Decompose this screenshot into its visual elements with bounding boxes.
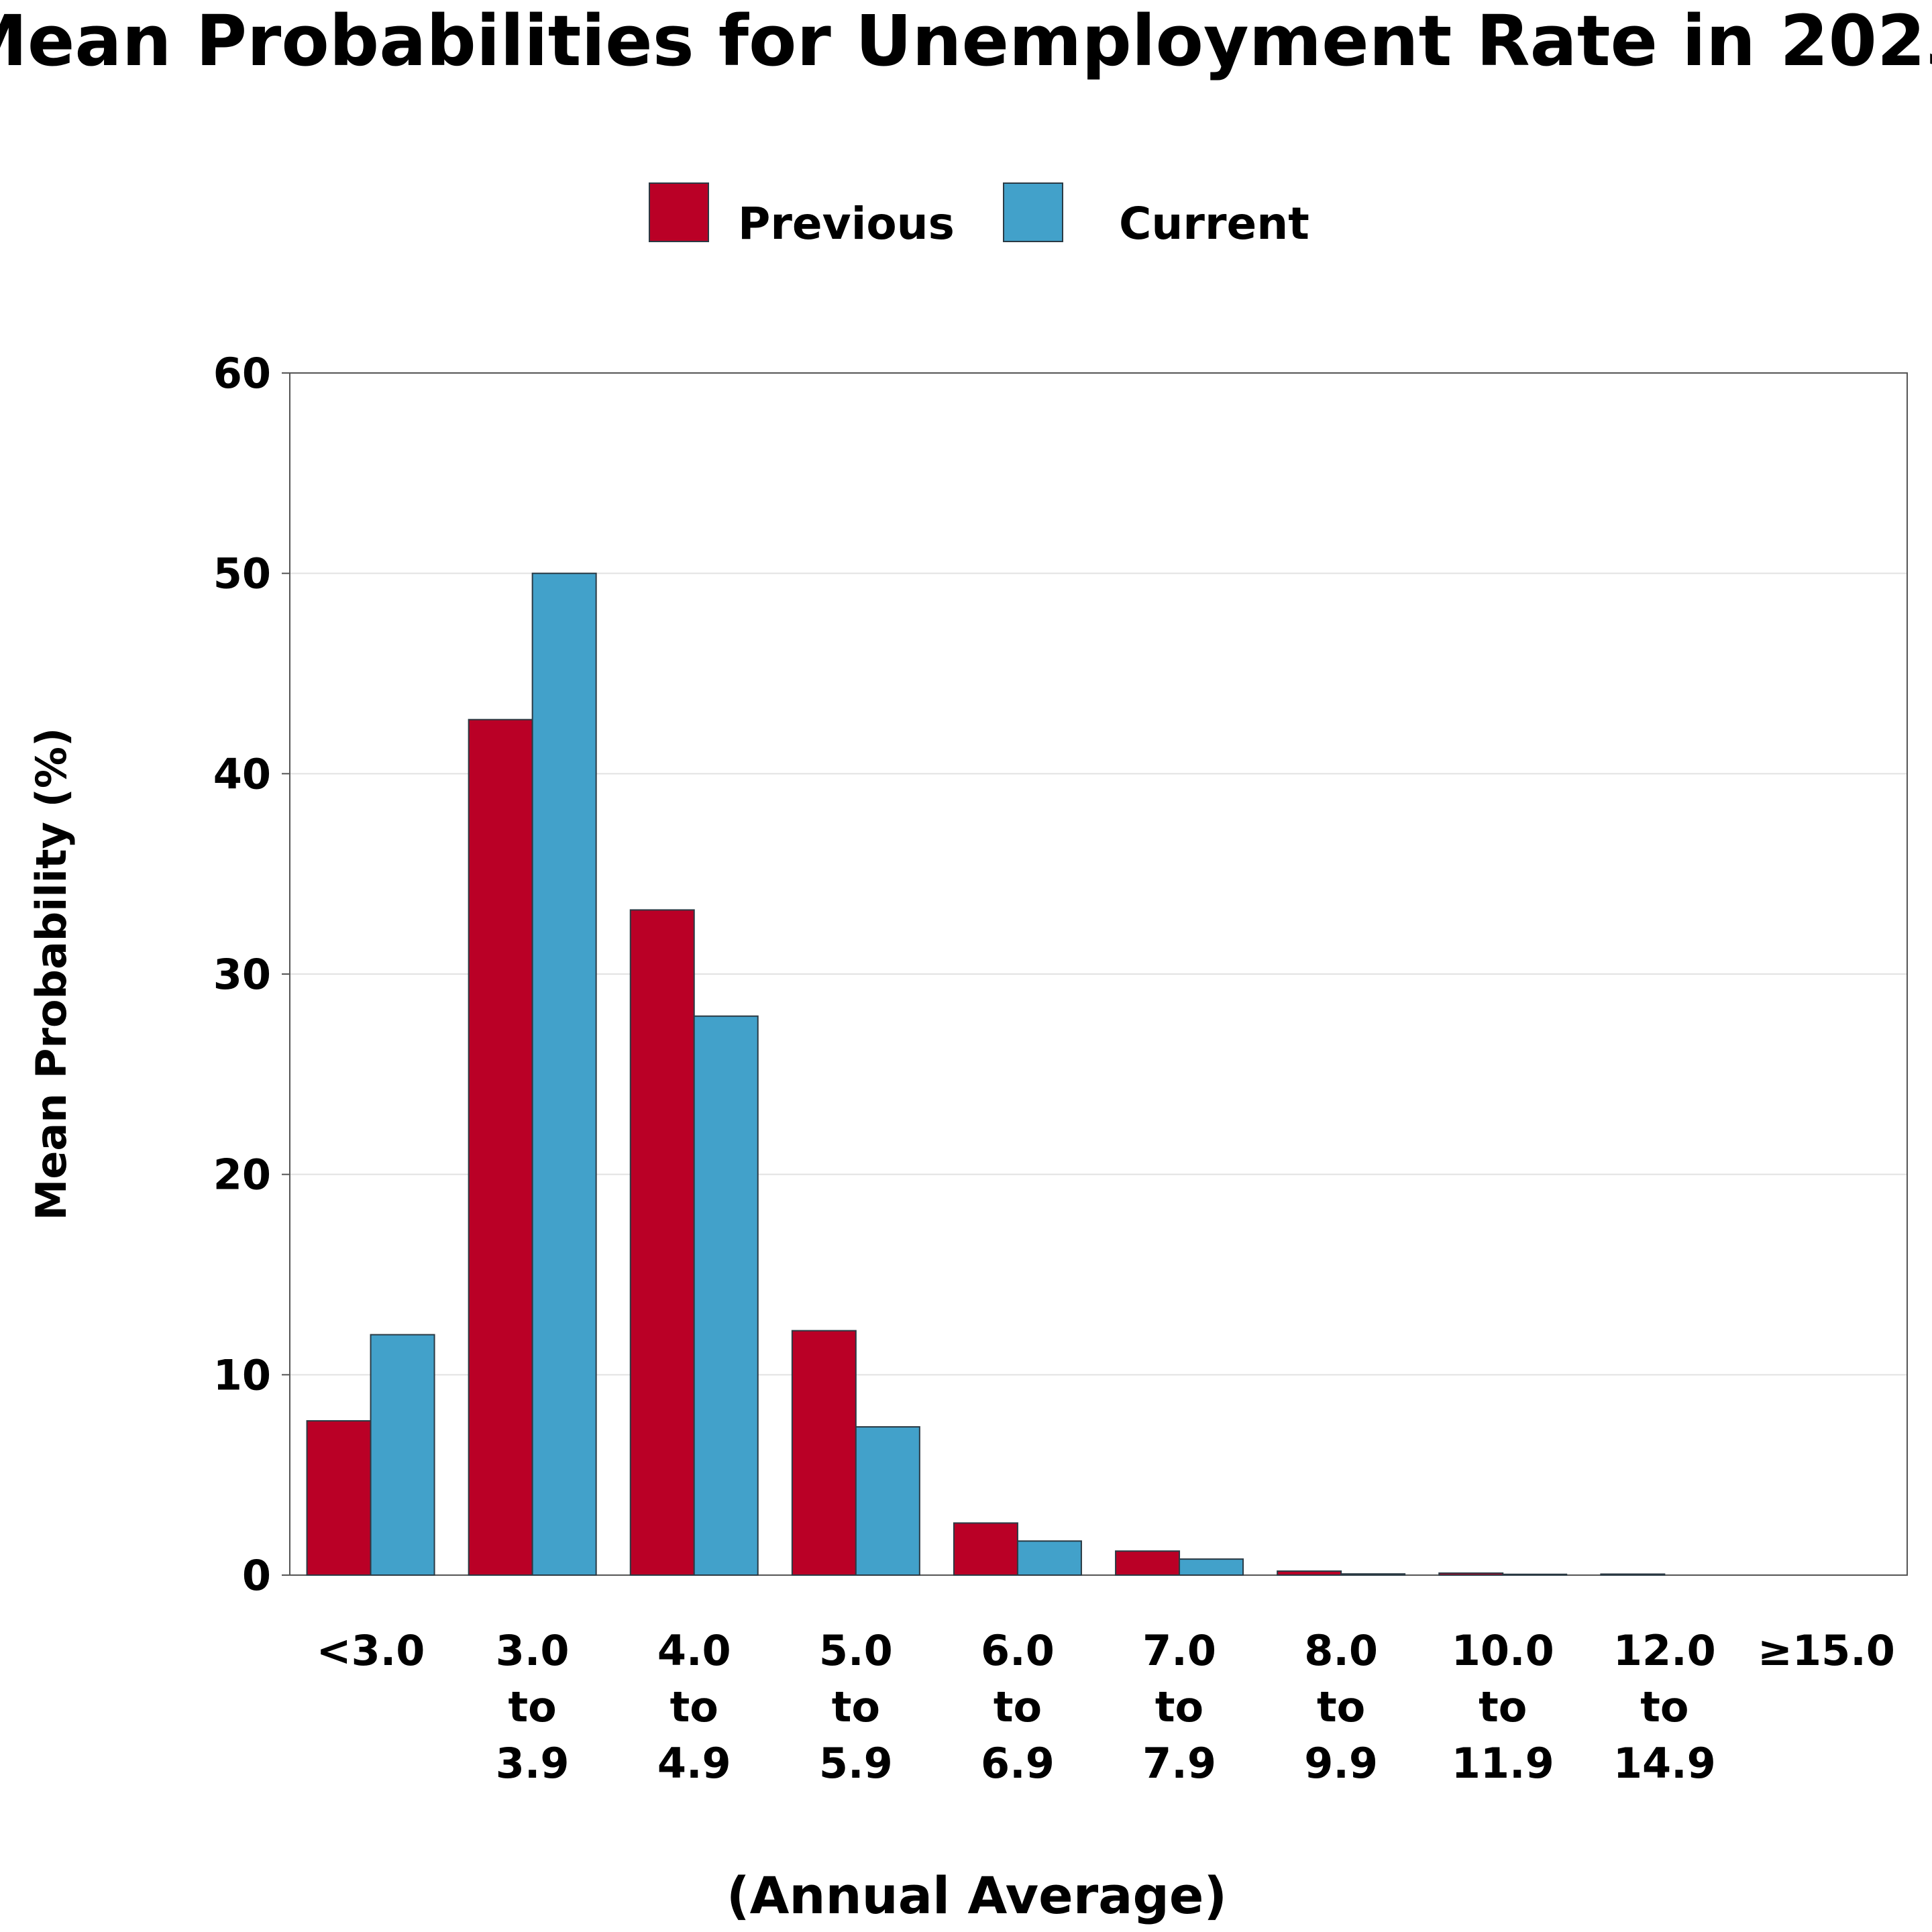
- x-tick-label: 4.0 to 4.9: [657, 1626, 731, 1788]
- x-tick-label: 8.0 to 9.9: [1304, 1626, 1378, 1788]
- legend: Previous Current: [649, 182, 1309, 250]
- bar-previous: [629, 909, 695, 1576]
- y-axis: 0 10 20 30 40 50 60: [213, 349, 290, 1600]
- bar-previous: [1438, 1572, 1504, 1576]
- bar-previous: [306, 1420, 372, 1576]
- x-tick-label: ≥15.0: [1758, 1626, 1895, 1675]
- legend-swatch-previous: [649, 182, 709, 242]
- y-tick-label: 30: [213, 950, 271, 999]
- bar-current: [855, 1426, 920, 1576]
- bar-previous: [1115, 1550, 1181, 1576]
- x-tick-label: 6.0 to 6.9: [981, 1626, 1055, 1788]
- bar-previous: [791, 1330, 857, 1576]
- bars: [306, 572, 1666, 1576]
- x-tick-label: 7.0 to 7.9: [1142, 1626, 1216, 1788]
- bar-previous: [1600, 1573, 1666, 1576]
- x-tick-label: <3.0: [317, 1626, 425, 1675]
- x-tick-label: 10.0 to 11.9: [1452, 1626, 1554, 1788]
- bar-previous: [1277, 1570, 1342, 1576]
- y-tick-label: 50: [213, 549, 271, 598]
- y-tick-label: 60: [213, 349, 271, 398]
- chart-title: Mean Probabilities for Unemployment Rate…: [0, 0, 1932, 82]
- bar-current: [1340, 1573, 1406, 1576]
- bar-previous: [953, 1522, 1018, 1576]
- bar-current: [1016, 1540, 1082, 1576]
- x-tick-label: 3.0 to 3.9: [496, 1626, 570, 1788]
- y-axis-label: Mean Probability (%): [27, 728, 76, 1221]
- bar-current: [370, 1334, 435, 1576]
- x-tick-label: 5.0 to 5.9: [819, 1626, 893, 1788]
- y-tick-label: 10: [213, 1350, 271, 1399]
- y-tick-label: 0: [242, 1551, 271, 1600]
- x-axis-label: (Annual Average): [727, 1866, 1227, 1925]
- bar-current: [693, 1015, 759, 1576]
- legend-swatch-current: [1003, 182, 1063, 242]
- x-tick-label: 12.0 to 14.9: [1613, 1626, 1716, 1788]
- legend-label-current: Current: [1119, 198, 1309, 250]
- legend-label-previous: Previous: [738, 198, 955, 250]
- y-tick-label: 20: [213, 1150, 271, 1199]
- bar-current: [531, 572, 597, 1576]
- bar-current: [1502, 1573, 1568, 1576]
- y-tick-label: 40: [213, 749, 271, 798]
- bar-current: [1179, 1558, 1244, 1576]
- x-axis: <3.0 3.0 to 3.9 4.0 to 4.9 5.0 to 5.9 6.0 to 6.9 7.0 t…: [317, 1626, 1895, 1788]
- bar-previous: [468, 718, 533, 1576]
